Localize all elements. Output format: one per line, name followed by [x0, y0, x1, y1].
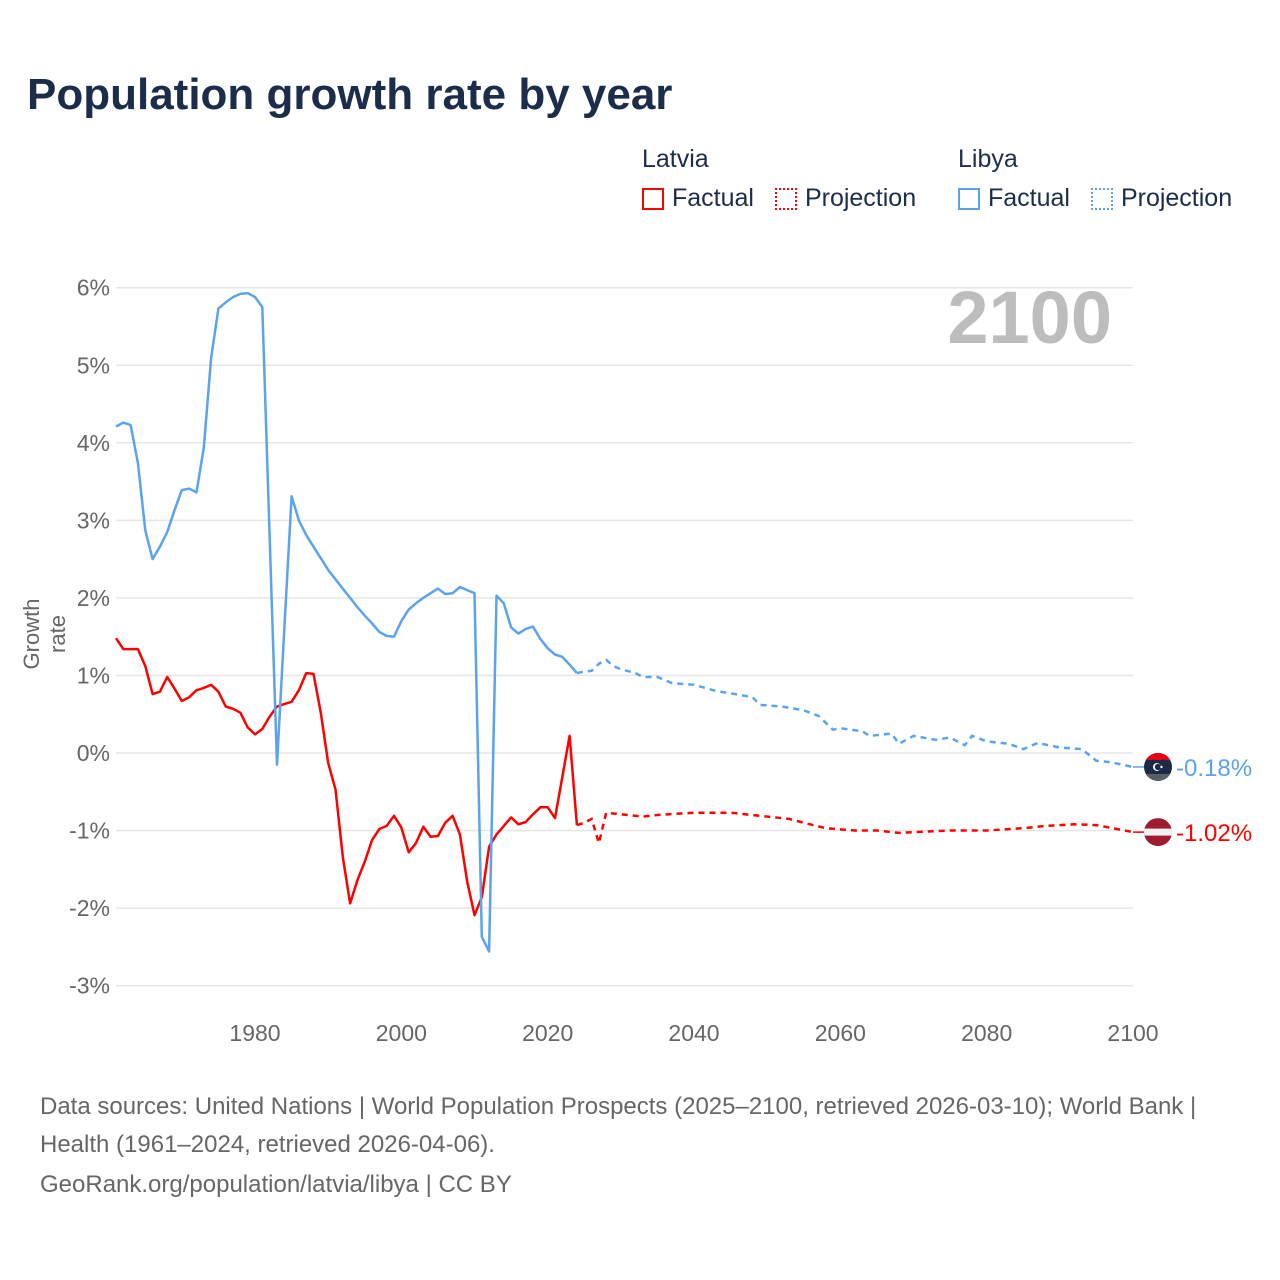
chart-title: Population growth rate by year — [27, 70, 673, 119]
x-tick-label: 2000 — [376, 1020, 427, 1046]
y-tick-label: 3% — [77, 507, 110, 533]
x-tick-label: 2100 — [1107, 1020, 1158, 1046]
legend-libya-projection[interactable]: Projection — [1090, 184, 1233, 213]
legend-group-name: Latvia — [642, 145, 709, 173]
data-sources: Data sources: United Nations | World Pop… — [40, 1093, 1197, 1158]
libya-end-label: -0.18% — [1176, 755, 1252, 782]
y-tick-label: 5% — [77, 352, 110, 378]
y-tick-label: -2% — [69, 895, 110, 921]
legend-latvia-factual[interactable]: Factual — [642, 184, 754, 213]
x-tick-label: 1980 — [229, 1020, 280, 1046]
footer: Data sources: United Nations | World Pop… — [40, 1088, 1240, 1204]
x-tick-label: 2080 — [961, 1020, 1012, 1046]
legend-latvia: Latvia Factual Projection — [642, 145, 930, 217]
y-tick-label: -1% — [69, 818, 110, 844]
legend-label: Factual — [988, 184, 1070, 212]
x-tick-label: 2060 — [815, 1020, 866, 1046]
source-url[interactable]: GeoRank.org/population/latvia/libya | CC… — [40, 1171, 512, 1198]
libya-flag-icon — [1144, 752, 1172, 781]
legend-swatch-solid — [958, 187, 980, 210]
y-tick-label: 0% — [77, 740, 110, 766]
y-tick-label: 2% — [77, 585, 110, 611]
libya-projection-line — [576, 658, 1134, 769]
libya-factual-line — [115, 291, 578, 953]
latvia-projection-line — [576, 811, 1134, 848]
y-tick-label: 4% — [77, 430, 110, 456]
y-axis-title: Growth rate — [19, 598, 70, 670]
latvia-flag-icon — [1144, 818, 1172, 847]
legend-label: Projection — [804, 184, 917, 212]
latvia-factual-line — [114, 637, 579, 917]
legend-swatch-dotted — [1090, 187, 1113, 210]
legend-latvia-projection[interactable]: Projection — [774, 184, 917, 213]
legend-label: Projection — [1120, 184, 1233, 212]
x-tick-label: 2040 — [668, 1020, 719, 1046]
legend-group-name: Libya — [958, 145, 1018, 173]
y-tick-label: 1% — [77, 662, 110, 688]
y-tick-label: 6% — [77, 275, 110, 301]
legend-swatch-solid — [642, 187, 664, 210]
current-year-display: 2100 — [947, 276, 1112, 359]
x-tick-label: 2020 — [522, 1020, 573, 1046]
latvia-end-label: -1.02% — [1176, 820, 1252, 847]
legend-swatch-dotted — [774, 187, 797, 210]
y-tick-label: -3% — [69, 973, 110, 999]
legend-label: Factual — [672, 184, 754, 212]
legend-libya: Libya Factual Projection — [958, 145, 1232, 217]
legend-libya-factual[interactable]: Factual — [958, 184, 1070, 213]
